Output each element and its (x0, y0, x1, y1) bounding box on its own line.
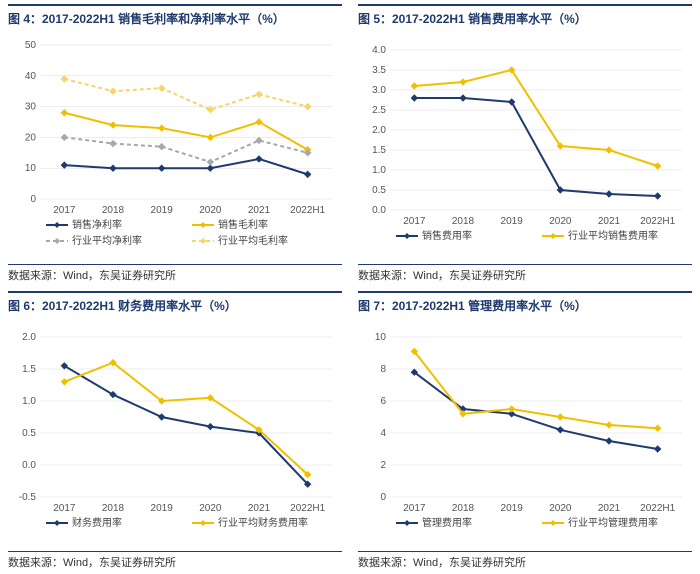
svg-text:2.0: 2.0 (22, 332, 36, 343)
svg-text:2.5: 2.5 (372, 105, 386, 116)
svg-text:2020: 2020 (549, 503, 572, 514)
svg-text:2021: 2021 (248, 503, 271, 514)
svg-text:0.0: 0.0 (22, 460, 36, 471)
fig4-chart: 0 10 20 30 40 50 2017 2018 2019 2020 2021 2022H1 销售净… (8, 30, 342, 264)
panel-fig6: 图 6：2017-2022H1 财务费用率水平（%） -0.5 0.0 0.5 1.0… (0, 287, 350, 574)
svg-text:2021: 2021 (248, 205, 271, 216)
svg-text:2020: 2020 (199, 503, 222, 514)
svg-text:0: 0 (380, 492, 386, 503)
chart-grid: 图 4：2017-2022H1 销售毛利率和净利率水平（%） 010203040… (0, 0, 700, 574)
svg-text:2017: 2017 (403, 216, 426, 227)
svg-text:2021: 2021 (598, 503, 621, 514)
svg-text:2019: 2019 (501, 216, 524, 227)
svg-text:8: 8 (380, 364, 386, 375)
svg-text:管理费用率: 管理费用率 (422, 516, 472, 529)
svg-text:行业平均财务费用率: 行业平均财务费用率 (218, 516, 308, 529)
fig5-title: 图 5：2017-2022H1 销售费用率水平（%） (358, 12, 587, 26)
svg-text:0.0: 0.0 (372, 205, 386, 216)
svg-text:1.0: 1.0 (372, 165, 386, 176)
svg-text:2018: 2018 (452, 216, 475, 227)
svg-text:2022H1: 2022H1 (640, 503, 675, 514)
svg-text:财务费用率: 财务费用率 (72, 516, 122, 529)
svg-text:6: 6 (380, 396, 386, 407)
fig4-source: 数据来源：Wind，东吴证券研究所 (8, 264, 342, 285)
svg-text:销售费用率: 销售费用率 (422, 229, 472, 242)
svg-text:2022H1: 2022H1 (640, 216, 675, 227)
title-row-5: 图 5：2017-2022H1 销售费用率水平（%） (358, 4, 692, 30)
title-row-6: 图 6：2017-2022H1 财务费用率水平（%） (8, 291, 342, 317)
svg-text:30: 30 (25, 102, 37, 113)
svg-text:3.5: 3.5 (372, 65, 386, 76)
svg-text:2019: 2019 (151, 205, 174, 216)
svg-text:2017: 2017 (53, 503, 76, 514)
svg-text:2017: 2017 (53, 205, 76, 216)
svg-text:2.0: 2.0 (372, 125, 386, 136)
svg-text:2018: 2018 (102, 503, 125, 514)
svg-text:行业平均销售费用率: 行业平均销售费用率 (568, 229, 658, 242)
svg-text:2019: 2019 (501, 503, 524, 514)
panel-fig7: 图 7：2017-2022H1 管理费用率水平（%） 0 2 4 6 8 10 2017 20… (350, 287, 700, 574)
svg-text:20: 20 (25, 132, 37, 143)
fig4-title: 图 4：2017-2022H1 销售毛利率和净利率水平（%） (8, 12, 285, 26)
svg-text:2018: 2018 (102, 205, 125, 216)
fig6-title: 图 6：2017-2022H1 财务费用率水平（%） (8, 299, 237, 313)
fig5-chart: 0.0 0.5 1.0 1.5 2.0 2.5 3.0 3.5 4.0 2017 2018 2019 2… (358, 30, 692, 264)
title-row-7: 图 7：2017-2022H1 管理费用率水平（%） (358, 291, 692, 317)
fig7-chart: 0 2 4 6 8 10 2017 2018 2019 2020 2021 2022H1 管理费用率 行业… (358, 317, 692, 551)
svg-text:销售毛利率: 销售毛利率 (218, 218, 268, 231)
svg-text:行业平均毛利率: 行业平均毛利率 (218, 234, 288, 247)
panel-fig5: 图 5：2017-2022H1 销售费用率水平（%） 0.0 0.5 1.0 1.5 2… (350, 0, 700, 287)
svg-text:行业平均净利率: 行业平均净利率 (72, 234, 142, 247)
svg-text:1.5: 1.5 (372, 145, 386, 156)
svg-text:2017: 2017 (403, 503, 426, 514)
svg-text:0: 0 (30, 194, 36, 205)
svg-text:1.5: 1.5 (22, 364, 36, 375)
fig6-source: 数据来源：Wind，东吴证券研究所 (8, 551, 342, 572)
svg-text:2020: 2020 (549, 216, 572, 227)
svg-text:0.5: 0.5 (372, 185, 386, 196)
fig7-title: 图 7：2017-2022H1 管理费用率水平（%） (358, 299, 587, 313)
svg-text:2018: 2018 (452, 503, 475, 514)
panel-fig4: 图 4：2017-2022H1 销售毛利率和净利率水平（%） 0 10 20 30 40… (0, 0, 350, 287)
svg-text:-0.5: -0.5 (19, 492, 37, 503)
svg-text:2: 2 (380, 460, 386, 471)
fig7-source: 数据来源：Wind，东吴证券研究所 (358, 551, 692, 572)
svg-text:2019: 2019 (151, 503, 174, 514)
svg-text:50: 50 (25, 40, 37, 51)
svg-text:行业平均管理费用率: 行业平均管理费用率 (568, 516, 658, 529)
svg-text:2022H1: 2022H1 (290, 205, 325, 216)
svg-text:0.5: 0.5 (22, 428, 36, 439)
svg-text:2022H1: 2022H1 (290, 503, 325, 514)
fig5-source: 数据来源：Wind，东吴证券研究所 (358, 264, 692, 285)
svg-text:销售净利率: 销售净利率 (72, 218, 122, 231)
svg-text:1.0: 1.0 (22, 396, 36, 407)
title-row-4: 图 4：2017-2022H1 销售毛利率和净利率水平（%） (8, 4, 342, 30)
svg-text:3.0: 3.0 (372, 85, 386, 96)
svg-text:2021: 2021 (598, 216, 621, 227)
svg-text:10: 10 (25, 163, 37, 174)
svg-text:4.0: 4.0 (372, 45, 386, 56)
svg-text:40: 40 (25, 71, 37, 82)
svg-text:10: 10 (375, 332, 387, 343)
fig6-chart: -0.5 0.0 0.5 1.0 1.5 2.0 2017 2018 2019 2020 2021 2… (8, 317, 342, 551)
svg-text:2020: 2020 (199, 205, 222, 216)
svg-text:4: 4 (380, 428, 386, 439)
